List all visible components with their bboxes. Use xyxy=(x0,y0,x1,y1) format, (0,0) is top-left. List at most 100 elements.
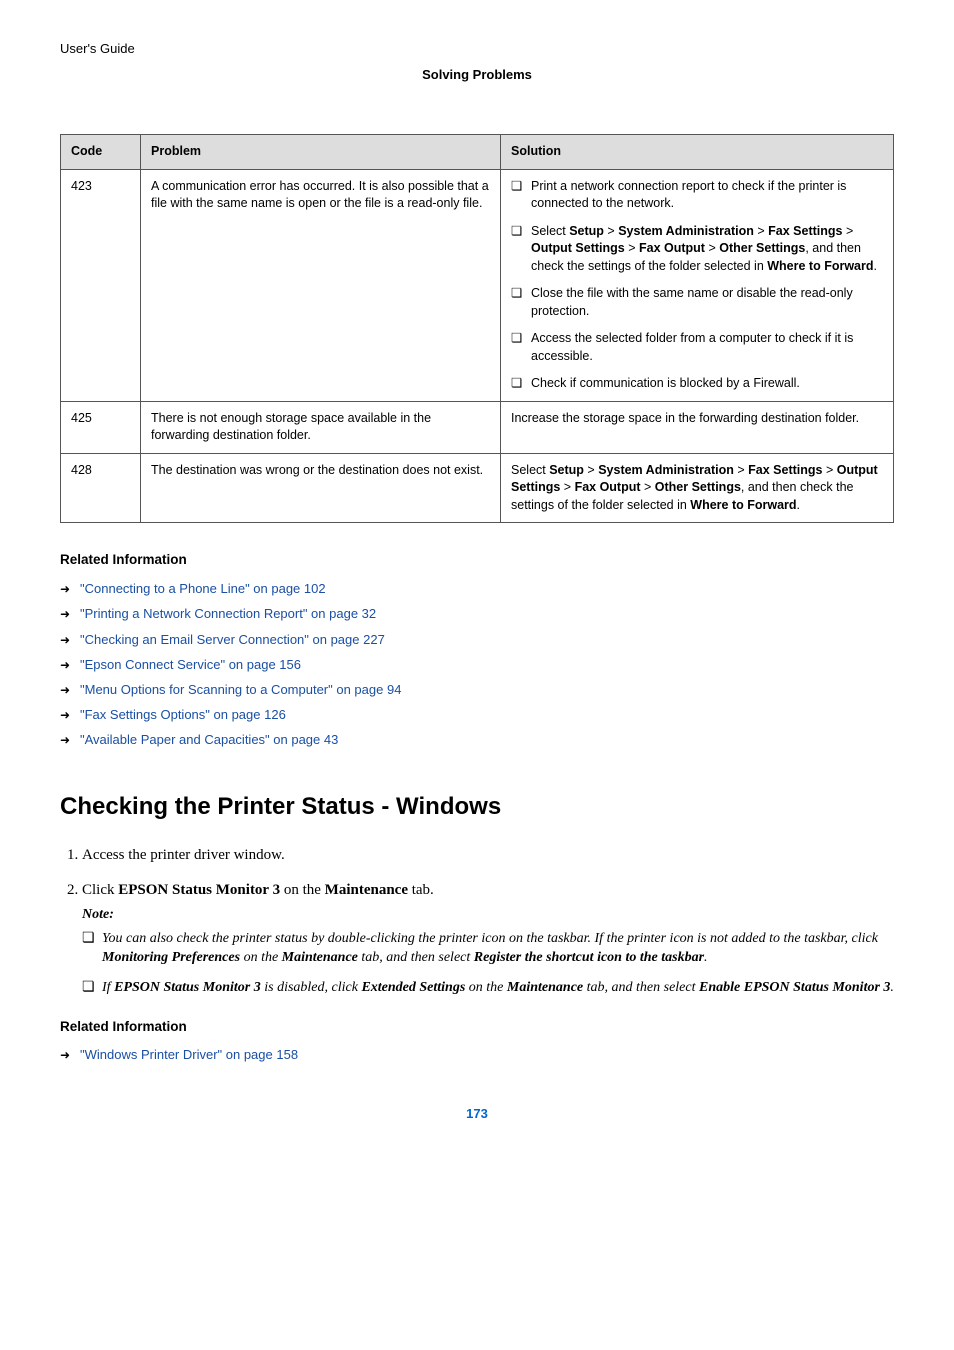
bold: Setup xyxy=(549,463,584,477)
text: > xyxy=(604,224,618,238)
bold: Fax Output xyxy=(575,480,641,494)
bold: Fax Settings xyxy=(768,224,842,238)
bold-italic: Maintenance xyxy=(282,950,358,965)
text: > xyxy=(625,241,639,255)
related-link[interactable]: "Epson Connect Service" on page 156 xyxy=(80,657,301,672)
cell-code: 428 xyxy=(61,453,141,523)
text: on the xyxy=(280,882,325,898)
related-link[interactable]: "Connecting to a Phone Line" on page 102 xyxy=(80,581,326,596)
bold-italic: EPSON Status Monitor 3 xyxy=(114,980,261,995)
related-link[interactable]: "Windows Printer Driver" on page 158 xyxy=(80,1047,298,1062)
bold-italic: Register the shortcut icon to the taskba… xyxy=(474,950,704,965)
th-solution: Solution xyxy=(501,135,894,170)
header-guide-label: User's Guide xyxy=(60,40,894,58)
step-item: Click EPSON Status Monitor 3 on the Main… xyxy=(82,880,894,997)
cell-code: 423 xyxy=(61,169,141,401)
text: > xyxy=(734,463,748,477)
th-code: Code xyxy=(61,135,141,170)
section-title: Solving Problems xyxy=(422,67,532,82)
related-link[interactable]: "Printing a Network Connection Report" o… xyxy=(80,606,376,621)
text: > xyxy=(641,480,655,494)
text: > xyxy=(842,224,853,238)
text: is disabled, click xyxy=(261,980,362,995)
text: . xyxy=(874,259,877,273)
related-link-item: "Printing a Network Connection Report" o… xyxy=(60,605,894,623)
cell-solution: Increase the storage space in the forwar… xyxy=(501,401,894,453)
cell-problem: The destination was wrong or the destina… xyxy=(141,453,501,523)
text: tab. xyxy=(408,882,434,898)
bold: Setup xyxy=(569,224,604,238)
solution-item: Close the file with the same name or dis… xyxy=(511,285,883,320)
related-link-item: "Checking an Email Server Connection" on… xyxy=(60,631,894,649)
table-header-row: Code Problem Solution xyxy=(61,135,894,170)
step-item: Access the printer driver window. xyxy=(82,845,894,866)
text: tab, and then select xyxy=(358,950,474,965)
text: tab, and then select xyxy=(583,980,699,995)
related-info-heading: Related Information xyxy=(60,1018,894,1037)
bold: EPSON Status Monitor 3 xyxy=(118,882,280,898)
related-link[interactable]: "Fax Settings Options" on page 126 xyxy=(80,707,286,722)
related-link-item: "Windows Printer Driver" on page 158 xyxy=(60,1046,894,1064)
related-link[interactable]: "Checking an Email Server Connection" on… xyxy=(80,632,385,647)
text: on the xyxy=(240,950,282,965)
solution-item: Select Setup > System Administration > F… xyxy=(511,223,883,276)
bold: Where to Forward xyxy=(690,498,796,512)
page-number: 173 xyxy=(60,1105,894,1123)
text: Click xyxy=(82,882,118,898)
related-info-list: "Windows Printer Driver" on page 158 xyxy=(60,1046,894,1064)
solution-list: Print a network connection report to che… xyxy=(511,178,883,393)
text: on the xyxy=(465,980,507,995)
cell-solution: Select Setup > System Administration > F… xyxy=(501,453,894,523)
text: > xyxy=(705,241,719,255)
text: > xyxy=(560,480,574,494)
bold: Fax Settings xyxy=(748,463,822,477)
bold: System Administration xyxy=(618,224,754,238)
bold: Other Settings xyxy=(655,480,741,494)
section-title-row: Solving Problems xyxy=(60,66,894,84)
text: You can also check the printer status by… xyxy=(102,931,878,946)
th-problem: Problem xyxy=(141,135,501,170)
table-row: 425 There is not enough storage space av… xyxy=(61,401,894,453)
related-link-item: "Available Paper and Capacities" on page… xyxy=(60,731,894,749)
solution-item: Check if communication is blocked by a F… xyxy=(511,375,883,393)
related-link-item: "Connecting to a Phone Line" on page 102 xyxy=(60,580,894,598)
cell-problem: A communication error has occurred. It i… xyxy=(141,169,501,401)
related-link[interactable]: "Menu Options for Scanning to a Computer… xyxy=(80,682,401,697)
guide-label-text: User's Guide xyxy=(60,41,135,56)
text: . xyxy=(890,980,894,995)
solution-item: Print a network connection report to che… xyxy=(511,178,883,213)
bold-italic: Enable EPSON Status Monitor 3 xyxy=(699,980,890,995)
solution-item: Access the selected folder from a comput… xyxy=(511,330,883,365)
note-label: Note: xyxy=(82,905,894,925)
bold: Where to Forward xyxy=(767,259,873,273)
text: > xyxy=(754,224,768,238)
text: . xyxy=(704,950,708,965)
related-link-item: "Epson Connect Service" on page 156 xyxy=(60,656,894,674)
bold-italic: Extended Settings xyxy=(361,980,465,995)
note-item: If EPSON Status Monitor 3 is disabled, c… xyxy=(82,978,894,998)
bold: Other Settings xyxy=(719,241,805,255)
text: If xyxy=(102,980,114,995)
related-info-heading: Related Information xyxy=(60,551,894,570)
steps-list: Access the printer driver window. Click … xyxy=(60,845,894,997)
cell-solution: Print a network connection report to che… xyxy=(501,169,894,401)
note-list: You can also check the printer status by… xyxy=(82,929,894,998)
text: Select xyxy=(511,463,549,477)
bold: Maintenance xyxy=(325,882,408,898)
text: > xyxy=(822,463,836,477)
text: . xyxy=(797,498,800,512)
bold-italic: Maintenance xyxy=(507,980,583,995)
cell-problem: There is not enough storage space availa… xyxy=(141,401,501,453)
related-link-item: "Menu Options for Scanning to a Computer… xyxy=(60,681,894,699)
text: Select xyxy=(531,224,569,238)
table-row: 423 A communication error has occurred. … xyxy=(61,169,894,401)
related-link-item: "Fax Settings Options" on page 126 xyxy=(60,706,894,724)
cell-code: 425 xyxy=(61,401,141,453)
bold-italic: Monitoring Preferences xyxy=(102,950,240,965)
problem-table: Code Problem Solution 423 A communicatio… xyxy=(60,134,894,523)
related-link[interactable]: "Available Paper and Capacities" on page… xyxy=(80,732,338,747)
text: > xyxy=(584,463,598,477)
bold: Fax Output xyxy=(639,241,705,255)
bold: Output Settings xyxy=(531,241,625,255)
checking-printer-status-heading: Checking the Printer Status - Windows xyxy=(60,790,894,824)
